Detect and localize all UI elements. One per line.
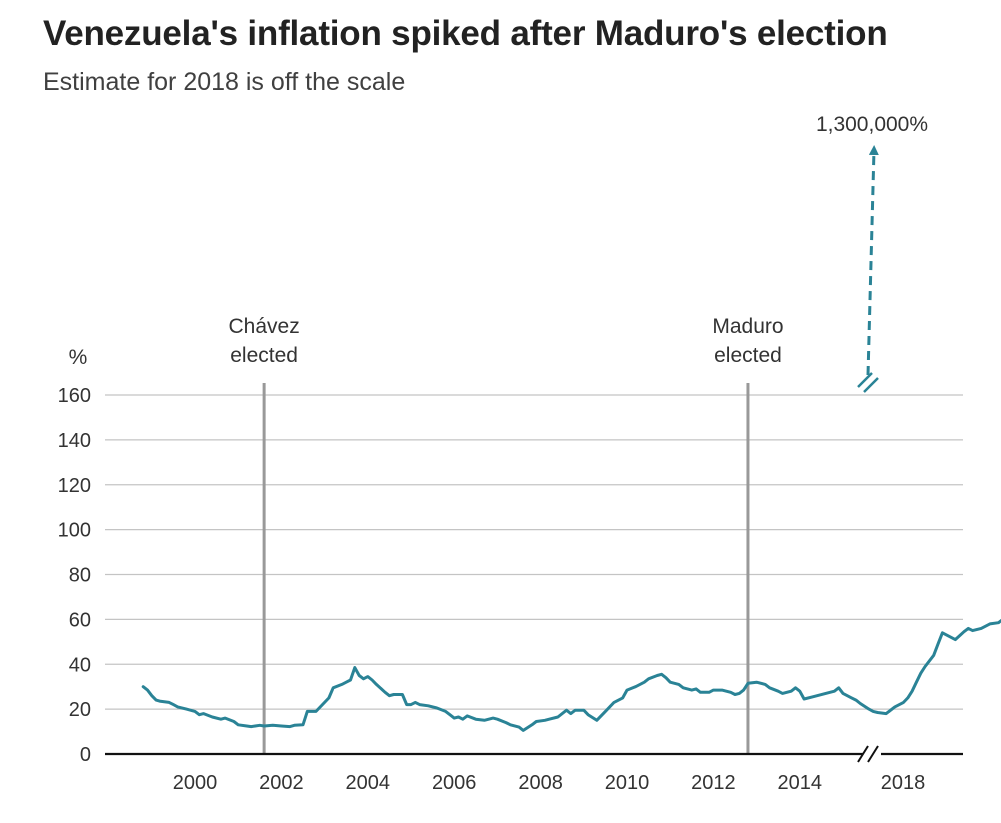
annotation-label-1-1: elected: [714, 344, 782, 367]
x-tick-label-2002: 2002: [259, 772, 304, 794]
y-tick-label-0: 0: [80, 744, 91, 766]
x-tick-label-2014: 2014: [778, 772, 823, 794]
y-tick-label-140: 140: [58, 430, 91, 452]
x-tick-label-2010: 2010: [605, 772, 650, 794]
x-axis-labels: 2000 2002 2004 2006 2008 2010 2012 2014 2018: [173, 772, 926, 794]
estimate-label: 1,300,000%: [816, 113, 928, 136]
y-tick-label-160: 160: [58, 385, 91, 407]
x-tick-label-2008: 2008: [518, 772, 563, 794]
x-axis-break-mark: [867, 745, 879, 763]
annotation-lines: [262, 383, 750, 754]
y-tick-label-80: 80: [69, 565, 91, 587]
x-axis-break-mark: [857, 745, 869, 763]
off-scale-estimate: 1,300,000%: [816, 113, 928, 393]
y-tick-label-40: 40: [69, 654, 91, 676]
series-line-0: [141, 618, 1001, 732]
chart-subtitle: Estimate for 2018 is off the scale: [43, 68, 406, 96]
y-tick-label-120: 120: [58, 475, 91, 497]
chart-title: Venezuela's inflation spiked after Madur…: [43, 14, 888, 53]
x-tick-label-2006: 2006: [432, 772, 477, 794]
y-tick-label-20: 20: [69, 699, 91, 721]
x-axis: [105, 745, 963, 763]
y-axis-labels: 0 20 40 60 80 100 120 140 160: [58, 385, 91, 766]
y-tick-label-60: 60: [69, 609, 91, 631]
series-layer: [141, 618, 1001, 732]
gridlines: [105, 394, 963, 710]
x-tick-label-2000: 2000: [173, 772, 218, 794]
x-tick-label-break: 2018: [881, 772, 926, 794]
annotation-label-1-0: Maduro: [712, 315, 783, 338]
series-break-mark: [857, 372, 873, 388]
annotation-label-0-0: Chávez: [229, 315, 300, 338]
y-tick-label-100: 100: [58, 520, 91, 542]
x-tick-label-2004: 2004: [346, 772, 391, 794]
annotation-label-0-1: elected: [230, 344, 298, 367]
series-break-mark: [863, 377, 879, 393]
estimate-arrow: [866, 145, 879, 376]
y-axis-unit-label: %: [69, 346, 88, 369]
annotation-labels: Chávez elected Maduro elected: [229, 315, 784, 367]
x-tick-label-2012: 2012: [691, 772, 736, 794]
